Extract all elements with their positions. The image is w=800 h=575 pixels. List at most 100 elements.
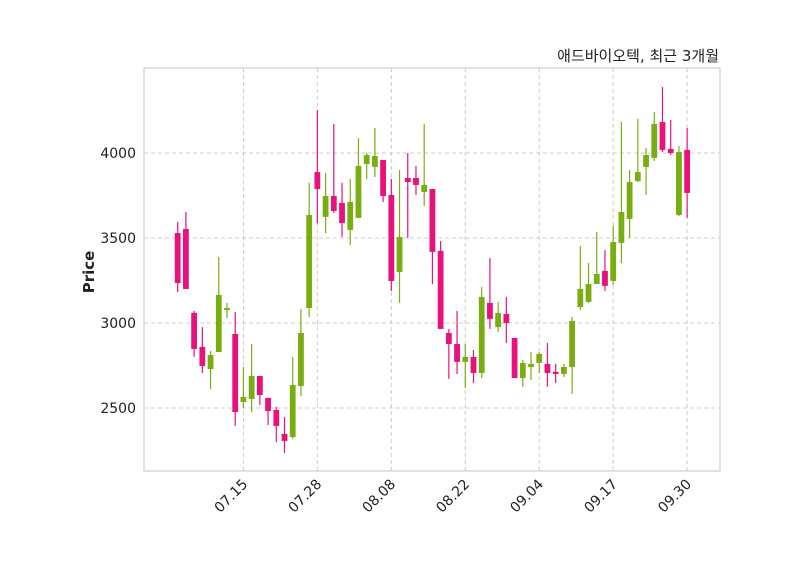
- candle: [265, 397, 271, 425]
- candle-body: [248, 375, 255, 399]
- candle-body: [462, 356, 469, 362]
- candle: [569, 317, 575, 395]
- candle: [298, 309, 304, 396]
- candle: [560, 363, 567, 378]
- candle-body: [519, 362, 526, 379]
- candle: [371, 127, 378, 177]
- candle: [528, 352, 534, 380]
- candle: [355, 138, 362, 218]
- candle-body: [585, 284, 592, 302]
- candle-body: [388, 194, 395, 281]
- candle-body: [363, 155, 370, 165]
- candle-body: [478, 296, 485, 373]
- y-axis-ticks: 2500 3000 3500 4000: [100, 146, 136, 417]
- candle: [585, 262, 592, 303]
- candle: [544, 343, 551, 387]
- candle: [330, 123, 337, 213]
- candle-body: [330, 195, 337, 211]
- x-tick-label: 07.15: [212, 477, 252, 517]
- candle: [602, 250, 608, 292]
- candle-body: [610, 242, 617, 281]
- candle: [445, 328, 452, 379]
- candle-body: [429, 189, 436, 252]
- candle-body: [207, 354, 214, 370]
- candle: [487, 258, 493, 329]
- candle-body: [470, 356, 477, 373]
- candle-body: [339, 202, 345, 224]
- candle: [429, 189, 436, 285]
- candle-body: [437, 250, 444, 329]
- x-tick-label: 08.22: [433, 477, 473, 517]
- candle-body: [454, 344, 460, 362]
- candle: [659, 87, 666, 152]
- candle: [207, 351, 214, 389]
- x-tick-label: 07.28: [286, 477, 326, 517]
- candle-body: [560, 366, 567, 374]
- candle: [437, 241, 444, 329]
- candle: [610, 225, 617, 285]
- candle: [462, 344, 469, 388]
- candle-body: [667, 148, 674, 153]
- candle: [174, 221, 181, 293]
- candle-body: [256, 375, 263, 396]
- candle-body: [536, 353, 543, 363]
- candle: [634, 118, 641, 183]
- candle: [289, 356, 296, 439]
- candle: [363, 152, 370, 179]
- candle: [618, 122, 625, 263]
- candle-body: [174, 233, 181, 284]
- candle-body: [552, 371, 559, 374]
- chart-title: 애드바이오텍, 최근 3개월: [557, 47, 719, 65]
- candle-body: [544, 363, 551, 373]
- candle-body: [569, 320, 575, 367]
- candle: [322, 173, 329, 234]
- candle-body: [528, 363, 534, 367]
- candle: [676, 146, 682, 217]
- candle: [199, 327, 206, 373]
- candle-body: [273, 409, 280, 426]
- candle-body: [626, 182, 633, 219]
- x-tick-label: 09.30: [655, 477, 695, 517]
- candle: [281, 416, 288, 453]
- candle: [183, 211, 189, 289]
- candle: [495, 301, 502, 332]
- candle: [552, 363, 559, 383]
- candle-body: [659, 122, 666, 150]
- y-tick-label: 4000: [100, 146, 136, 162]
- candle-body: [298, 332, 304, 387]
- candle: [224, 302, 230, 319]
- candle-body: [265, 397, 271, 412]
- candle-body: [347, 201, 354, 230]
- candle: [421, 123, 428, 207]
- candle: [454, 310, 460, 374]
- candle-body: [314, 172, 321, 190]
- candle: [643, 148, 649, 195]
- candle-body: [224, 307, 230, 311]
- candle-body: [281, 433, 288, 441]
- candle-body: [651, 123, 658, 158]
- candle-body: [445, 332, 452, 345]
- candle: [593, 232, 600, 285]
- candle: [626, 169, 633, 238]
- candle: [577, 245, 584, 311]
- candle: [273, 406, 280, 442]
- candle-body: [511, 337, 518, 379]
- candle: [380, 159, 387, 202]
- candle: [388, 178, 395, 292]
- candle: [240, 366, 247, 408]
- candle: [684, 127, 691, 218]
- candle-body: [684, 149, 691, 193]
- y-axis-label: Price: [80, 251, 98, 294]
- candle-body: [380, 159, 387, 196]
- candle-body: [240, 396, 247, 402]
- candle: [347, 178, 354, 245]
- candle: [191, 310, 198, 357]
- candle-body: [232, 334, 239, 413]
- candle-body: [404, 177, 411, 183]
- candle: [404, 152, 411, 238]
- candle-body: [421, 184, 428, 192]
- candle: [232, 311, 239, 426]
- candle-body: [593, 274, 600, 285]
- x-tick-label: 09.04: [507, 476, 547, 516]
- y-tick-label: 3500: [100, 231, 136, 247]
